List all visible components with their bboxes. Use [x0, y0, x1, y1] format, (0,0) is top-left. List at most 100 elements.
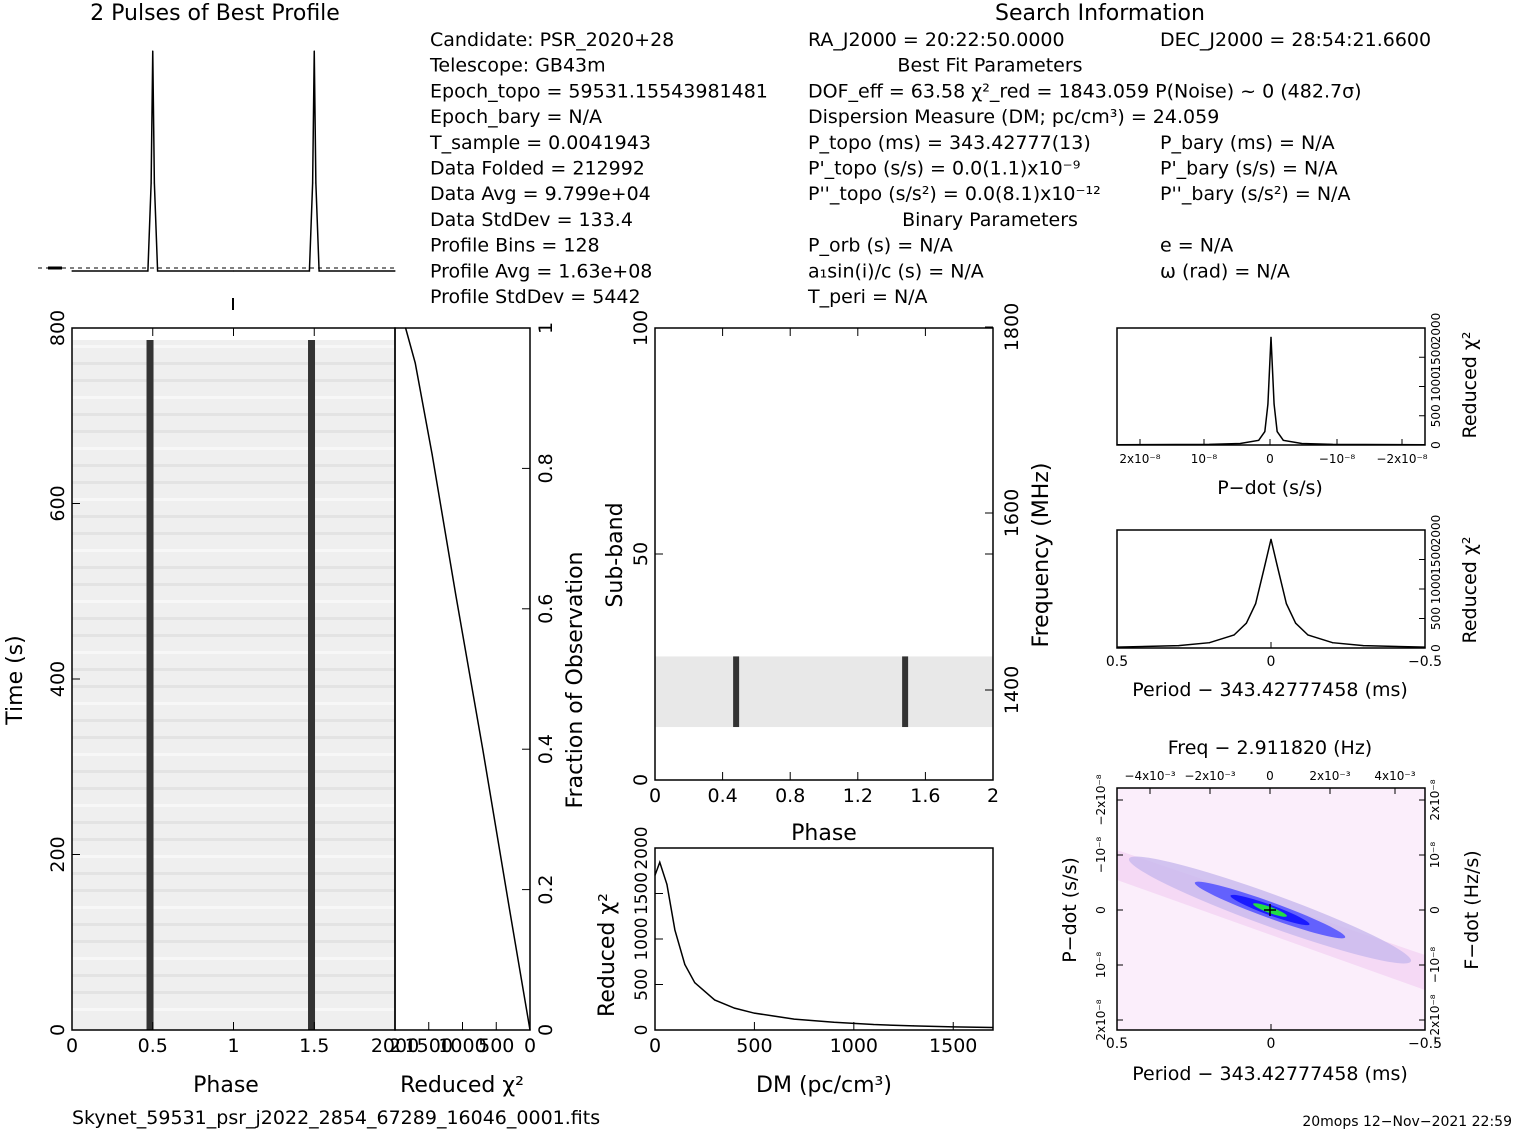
- y-tick-label: 0: [1429, 441, 1443, 449]
- chi2-frame: [394, 327, 531, 1031]
- x-tick-label: 0.8: [775, 785, 805, 807]
- heatmap-row: [72, 362, 395, 365]
- profile-point: [313, 50, 315, 52]
- pulse-track: [902, 656, 909, 728]
- y-tick-label: 600: [47, 485, 69, 521]
- chi2-line: [404, 327, 531, 1031]
- y-tick-label: 2000: [632, 826, 652, 869]
- x-tick-label: 0: [1266, 452, 1274, 466]
- data-point: [1282, 439, 1284, 441]
- data-point: [1332, 443, 1334, 446]
- data-point: [1424, 444, 1426, 446]
- y-tick-label: 1500: [632, 872, 652, 915]
- x-tick-label: 1500: [405, 1035, 453, 1057]
- y-axis-label: Reduced χ²: [1459, 332, 1481, 439]
- data-point: [1116, 646, 1118, 648]
- y-tick-label: 200: [47, 836, 69, 872]
- x2-tick-label: 4x10⁻³: [1374, 769, 1415, 783]
- y-tick-label: 1500: [1429, 544, 1443, 575]
- footer-timestamp: 20mops 12−Nov−2021 22:59: [1302, 1114, 1512, 1130]
- data-point: [1208, 642, 1210, 644]
- y-axis-label: Reduced χ²: [1459, 537, 1481, 644]
- x-tick-label: 0: [524, 1035, 536, 1057]
- subband-phase-plot: 0 0.4 0.8 1.2 1.6 2 0 50 100 1400 1600 1800 Phase Sub…: [603, 303, 1054, 846]
- data-point: [1332, 642, 1334, 644]
- x-tick-label: 2000: [371, 1035, 419, 1057]
- data-point: [684, 963, 686, 966]
- x-tick-label: 0.5: [1106, 654, 1128, 670]
- y-tick-label: −2x10⁻⁸: [1094, 774, 1108, 825]
- info-cell: Data StdDev = 133.4: [430, 209, 633, 231]
- data-point: [1276, 564, 1278, 567]
- info-cell: P'_bary (s/s) = N/A: [1160, 158, 1338, 180]
- data-point: [1258, 439, 1260, 441]
- data-point: [666, 883, 668, 886]
- heatmap-row: [72, 379, 395, 382]
- x-tick-label: 0: [66, 1035, 78, 1057]
- data-point: [1270, 538, 1272, 540]
- x-tick-label: 500: [736, 1035, 772, 1057]
- info-cell: P''_topo (s/s²) = 0.0(8.1)x10⁻¹²: [808, 183, 1101, 205]
- y-tick-label: 0: [630, 774, 652, 786]
- x-tick-label: 0: [649, 1035, 661, 1057]
- x2-tick-label: −2x10⁻³: [1184, 769, 1235, 783]
- heatmap-row: [72, 702, 395, 705]
- heatmap-row: [72, 940, 395, 943]
- info-cell: P_topo (ms) = 343.42777(13): [808, 132, 1091, 154]
- info-cell: Profile StdDev = 5442: [430, 286, 641, 308]
- data-point: [1116, 444, 1118, 446]
- y2-tick-label: 0: [1428, 906, 1442, 914]
- info-cell: Best Fit Parameters: [897, 55, 1082, 77]
- x-tick-label: −0.5: [1408, 1036, 1442, 1052]
- data-point: [1208, 443, 1210, 446]
- y-tick-label: 1: [535, 322, 557, 334]
- info-cell: a₁sin(i)/c (s) = N/A: [808, 260, 984, 282]
- y-axis-label: Fraction of Observation: [563, 552, 588, 809]
- x2-tick-label: 0: [1266, 769, 1274, 783]
- y-tick-label: 10⁻⁸: [1094, 952, 1108, 979]
- heatmap-row: [72, 872, 395, 875]
- heatmap-row: [72, 566, 395, 569]
- data-point: [1264, 564, 1266, 567]
- data-point: [1424, 646, 1426, 648]
- heatmap-row: [72, 957, 395, 960]
- x-axis-label: Reduced χ²: [400, 1073, 524, 1098]
- y-axis-label: Sub-band: [603, 502, 628, 607]
- y-axis-label: P−dot (s/s): [1059, 857, 1081, 963]
- heatmap-row: [72, 685, 395, 688]
- profile-point: [315, 182, 317, 184]
- x-tick-label: 0: [1267, 654, 1276, 670]
- x-tick-label: 0.5: [138, 1035, 168, 1057]
- filename-label: Skynet_59531_psr_j2022_2854_67289_16046_…: [72, 1107, 600, 1129]
- info-cell: Profile Avg = 1.63e+08: [430, 260, 652, 282]
- heatmap-row: [72, 532, 395, 535]
- data-point: [952, 1026, 954, 1028]
- profile-point: [232, 270, 235, 272]
- x-axis-label: Period − 343.42777458 (ms): [1132, 1063, 1408, 1085]
- data-point: [793, 1018, 795, 1020]
- heatmap-row: [72, 787, 395, 790]
- info-cell: T_peri = N/A: [807, 286, 928, 308]
- info-cell: Binary Parameters: [902, 209, 1078, 231]
- x-tick-label: 1000: [438, 1035, 486, 1057]
- heatmap-row: [72, 668, 395, 671]
- profile-point: [318, 270, 320, 272]
- data-point: [674, 929, 676, 931]
- profile-point: [308, 270, 311, 272]
- info-cell: P'_topo (s/s) = 0.0(1.1)x10⁻⁹: [808, 158, 1080, 180]
- info-cell: e = N/A: [1160, 235, 1233, 257]
- x-axis-label: Phase: [193, 1073, 259, 1098]
- data-point: [455, 594, 457, 596]
- y2-tick-label: −2x10⁻⁸: [1428, 994, 1442, 1045]
- profile-point: [312, 182, 314, 184]
- x-tick-label: 0.4: [707, 785, 737, 807]
- y-tick-label: 1000: [632, 917, 652, 960]
- time-phase-plot: 0 0.5 1 1.5 2 0 200 400 600 800 Phase Time (s): [3, 310, 401, 1098]
- heatmap-row: [72, 549, 395, 552]
- heatmap-row: [72, 906, 395, 909]
- data-point: [1285, 603, 1287, 605]
- data-point: [733, 1007, 736, 1009]
- y-tick-label: 1500: [1429, 342, 1443, 373]
